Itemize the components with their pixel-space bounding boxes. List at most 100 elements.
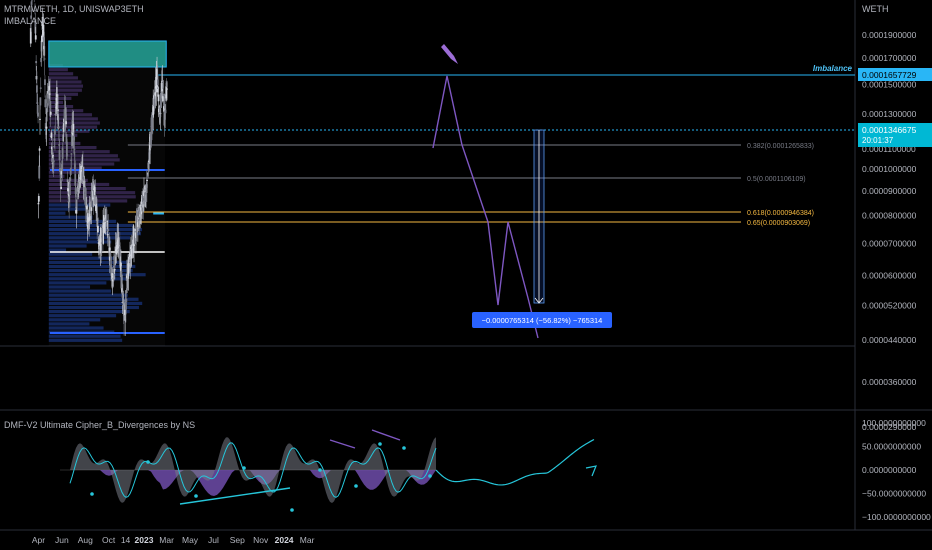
volume-profile-bar [48, 305, 139, 310]
candle-body [151, 112, 154, 118]
candle-body [121, 288, 124, 292]
volume-profile-bar [48, 154, 118, 158]
volume-profile-bar [48, 96, 72, 100]
candle-body [66, 179, 69, 183]
candle-body [62, 134, 64, 142]
y-tick-label: 0.0000360000 [862, 377, 917, 387]
volume-profile-bar [48, 211, 66, 215]
candle-body [48, 86, 51, 95]
candle-body [58, 144, 61, 146]
candle-body [93, 187, 96, 196]
volume-profile-bar [48, 285, 91, 289]
candle-body [38, 148, 41, 151]
candle-body [84, 193, 87, 205]
y-tick-label: 0.0000800000 [862, 210, 917, 220]
y-tick-label: 0.0000900000 [862, 186, 917, 196]
lower-pane-title[interactable]: DMF-V2 Ultimate Cipher_B_Divergences by … [4, 420, 196, 430]
y-tick-label: 0.0001300000 [862, 109, 917, 119]
volume-profile-bar [48, 277, 129, 281]
measure-label-box [472, 312, 612, 328]
volume-profile-bar [48, 281, 107, 285]
volume-profile-bar [48, 310, 130, 314]
candle-body [113, 259, 116, 269]
symbol-title[interactable]: MTRMWETH, 1D, UNISWAP3ETH [4, 4, 144, 14]
candle-body [114, 255, 117, 264]
candle-body [156, 69, 158, 80]
osc-wave-area [70, 437, 436, 503]
candle-body [80, 166, 82, 179]
candle-body [152, 111, 155, 113]
candle-body [65, 121, 67, 125]
volume-profile-bar [48, 322, 90, 326]
candle-body [155, 77, 158, 89]
candle-body [134, 228, 137, 232]
y-tick-label: 0.0000600000 [862, 270, 917, 280]
volume-profile-bar [48, 240, 112, 244]
osc-signal-dot [402, 446, 406, 450]
candle-body [120, 270, 123, 285]
candle-body [136, 222, 139, 227]
candle-body [159, 107, 162, 117]
volume-profile-bar [48, 248, 67, 252]
candle-body [34, 19, 37, 34]
candle-body [83, 188, 86, 193]
candle-body [85, 206, 88, 210]
candle-body [157, 94, 160, 102]
volume-profile-bar [48, 92, 79, 96]
candle-body [105, 209, 108, 215]
candle-body [112, 275, 115, 282]
volume-profile-box [49, 64, 165, 346]
fib-level-label: 0.618(0.0000946384) [747, 210, 814, 217]
volume-profile-bar [48, 289, 112, 293]
candle-body [39, 97, 42, 106]
candle-body [68, 196, 71, 202]
volume-profile-bar [48, 150, 110, 154]
osc-signal-dot [428, 474, 432, 478]
candle-body [44, 99, 47, 108]
volume-profile-bar [48, 273, 146, 277]
bearish-divergence-line-2 [371, 429, 401, 441]
candle-body [97, 225, 99, 233]
candle-body [62, 122, 65, 132]
volume-profile-bar [48, 301, 143, 305]
candle-body [137, 211, 140, 217]
candle-body [70, 153, 73, 155]
volume-profile-bar [48, 297, 139, 301]
candle-body [64, 115, 67, 122]
candle-body [113, 269, 116, 271]
volume-profile-bar [48, 334, 121, 338]
y-tick-label: 0.0001700000 [862, 53, 917, 63]
candle-body [85, 203, 88, 208]
candle-body [123, 309, 126, 315]
volume-profile-bar [48, 260, 129, 264]
candle-body [36, 102, 39, 105]
candle-body [109, 265, 112, 269]
y-tick-label: 0.0001100000 [862, 144, 916, 154]
candle-body [54, 103, 57, 106]
candle-body [110, 268, 113, 274]
volume-profile-bar [48, 203, 111, 207]
y-tick-label: 0.0001000000 [862, 164, 917, 174]
candle-body [65, 141, 68, 157]
candle-body [100, 242, 103, 244]
volume-profile-bar [48, 326, 104, 330]
osc-money-flow-area [70, 470, 436, 496]
candle-body [49, 93, 51, 95]
candle-body [58, 150, 61, 161]
volume-profile-bar [48, 232, 141, 236]
candle-body [39, 118, 41, 120]
candle-body [35, 61, 38, 64]
candle-body [117, 237, 120, 251]
candle-body [102, 225, 104, 241]
candle-body [80, 175, 83, 178]
candle-body [37, 112, 39, 117]
candle-body [73, 148, 76, 150]
candle-body [82, 176, 85, 180]
candle-body [164, 109, 167, 114]
current-price-value: 0.0001346675 [862, 125, 917, 135]
x-tick-label: 14 [121, 535, 131, 545]
candle-body [120, 262, 122, 272]
candle-body [49, 101, 52, 117]
candle-body [75, 190, 78, 192]
